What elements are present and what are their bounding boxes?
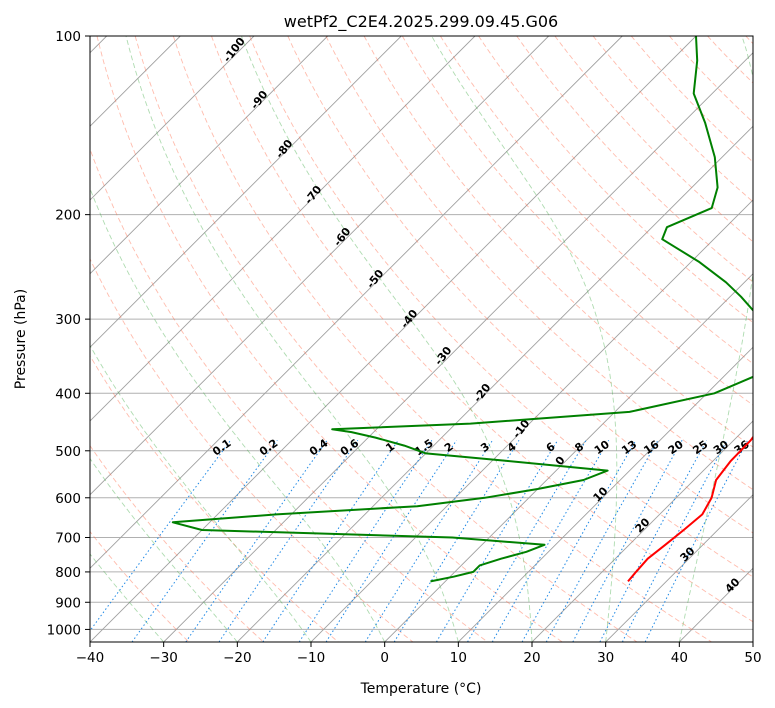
- y-tick-label: 700: [55, 531, 81, 547]
- moist-adiabat: [90, 344, 312, 642]
- y-tick-label: 900: [55, 595, 81, 611]
- mixing-ratio-line: [262, 440, 399, 642]
- isotherm: [90, 36, 402, 348]
- mixing-ratio-line: [491, 440, 610, 642]
- x-tick-label: 20: [523, 650, 540, 666]
- moist-adiabat: [90, 187, 386, 642]
- moist-adiabat: [125, 36, 459, 642]
- x-axis-label: Temperature (°C): [360, 681, 482, 697]
- dry-adiabat: [90, 257, 414, 642]
- y-tick-label: 100: [55, 29, 81, 45]
- isotherm: [531, 420, 753, 642]
- isotherm: [90, 36, 697, 642]
- y-tick-label: 800: [55, 565, 81, 581]
- mixing-ratio-line: [131, 440, 278, 642]
- dry-adiabat: [96, 36, 563, 642]
- y-tick-label: 300: [55, 312, 81, 328]
- mixing-ratio-line: [521, 440, 637, 642]
- mixing-ratio-line: [393, 440, 520, 642]
- mixing-ratio-line: [435, 440, 559, 642]
- isotherm: [90, 36, 329, 275]
- x-tick-label: −40: [76, 650, 105, 666]
- isotherm: [310, 199, 753, 642]
- mixing-ratio-line: [325, 440, 457, 642]
- moist-adiabat: [431, 36, 618, 642]
- chart-title: wetPf2_C2E4.2025.299.09.45.G06: [284, 12, 558, 32]
- sounding-series: [171, 36, 753, 583]
- x-tick-label: 10: [450, 650, 467, 666]
- dry-adiabat: [90, 147, 488, 642]
- isotherm: [90, 36, 550, 496]
- isotherm: [605, 494, 753, 642]
- isotherm: [457, 346, 753, 642]
- dry-adiabat: [440, 36, 753, 365]
- dewpoint-line: [171, 36, 753, 583]
- dry-adiabat: [172, 36, 712, 642]
- y-axis-label: Pressure (hPa): [13, 289, 29, 389]
- x-tick-label: 0: [380, 650, 389, 666]
- x-tick-label: 40: [671, 650, 688, 666]
- dry-adiabat: [287, 36, 753, 534]
- x-tick-label: −10: [297, 650, 326, 666]
- temperature-line: [627, 435, 753, 583]
- mixing-ratio-line: [572, 440, 683, 642]
- isotherm: [90, 36, 623, 569]
- isotherm: [163, 52, 753, 642]
- isotherm: [236, 125, 753, 642]
- x-tick-label: 50: [744, 650, 761, 666]
- dry-adiabat: [325, 36, 753, 491]
- y-tick-label: 600: [55, 491, 81, 507]
- x-tick-label: 30: [597, 650, 614, 666]
- moist-adiabat: [240, 36, 533, 642]
- y-tick-label: 200: [55, 208, 81, 224]
- dry-adiabat: [90, 444, 264, 642]
- dry-adiabat: [401, 36, 753, 406]
- mixing-ratio-line: [218, 440, 359, 642]
- background-lines: [90, 36, 753, 642]
- mixing-ratio-line: [364, 440, 493, 642]
- mixing-ratio-line: [185, 440, 328, 642]
- x-tick-label: −30: [149, 650, 178, 666]
- moist-adiabat: [90, 457, 238, 642]
- y-tick-label: 400: [55, 386, 81, 402]
- x-tick-label: −20: [223, 650, 252, 666]
- isotherm: [90, 36, 476, 422]
- mixing-ratio-line: [298, 440, 433, 642]
- dry-adiabat: [516, 36, 753, 283]
- dry-adiabat: [630, 36, 753, 163]
- plot-frame: [89, 35, 754, 643]
- axis-ticks: −40 −30 −20 −10 0 10 20 30 40 50 100 200 300 400 500 60…: [47, 29, 762, 666]
- y-tick-label: 1000: [47, 622, 81, 638]
- dry-adiabat: [249, 36, 753, 578]
- mixing-ratio-line: [90, 439, 231, 632]
- dry-adiabat: [211, 36, 753, 623]
- moist-adiabat: [678, 36, 753, 642]
- dry-adiabat: [134, 36, 638, 642]
- isotherm: [90, 36, 255, 201]
- mixing-ratio-line: [467, 440, 587, 642]
- y-tick-label: 500: [55, 444, 81, 460]
- dry-adiabat: [363, 36, 753, 448]
- mixing-ratio-line: [545, 440, 659, 642]
